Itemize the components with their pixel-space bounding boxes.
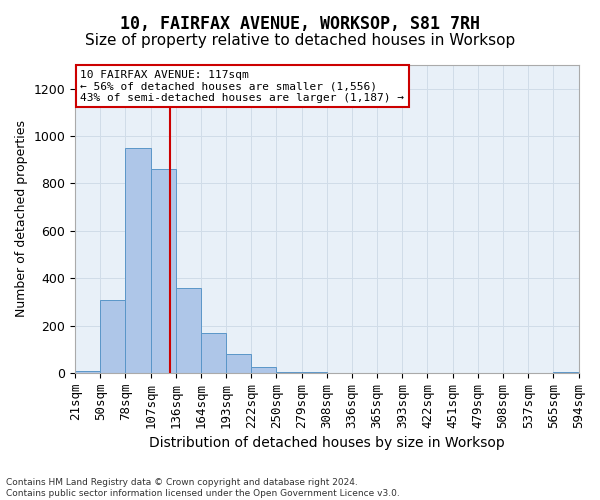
Text: Contains HM Land Registry data © Crown copyright and database right 2024.
Contai: Contains HM Land Registry data © Crown c… (6, 478, 400, 498)
Bar (201, 332, 226, 373)
Text: 10, FAIRFAX AVENUE, WORKSOP, S81 7RH: 10, FAIRFAX AVENUE, WORKSOP, S81 7RH (120, 15, 480, 33)
Text: Size of property relative to detached houses in Worksop: Size of property relative to detached ho… (85, 32, 515, 48)
Bar (125, 148, 151, 373)
X-axis label: Distribution of detached houses by size in Worksop: Distribution of detached houses by size … (149, 436, 505, 450)
Bar (226, 354, 251, 373)
Bar (277, 372, 302, 373)
Bar (75, 370, 100, 373)
Y-axis label: Number of detached properties: Number of detached properties (15, 120, 28, 318)
Bar (100, 300, 125, 373)
Bar (151, 169, 176, 373)
Text: 10 FAIRFAX AVENUE: 117sqm
← 56% of detached houses are smaller (1,556)
43% of se: 10 FAIRFAX AVENUE: 117sqm ← 56% of detac… (80, 70, 404, 103)
Bar (251, 367, 277, 373)
Bar (176, 288, 201, 373)
